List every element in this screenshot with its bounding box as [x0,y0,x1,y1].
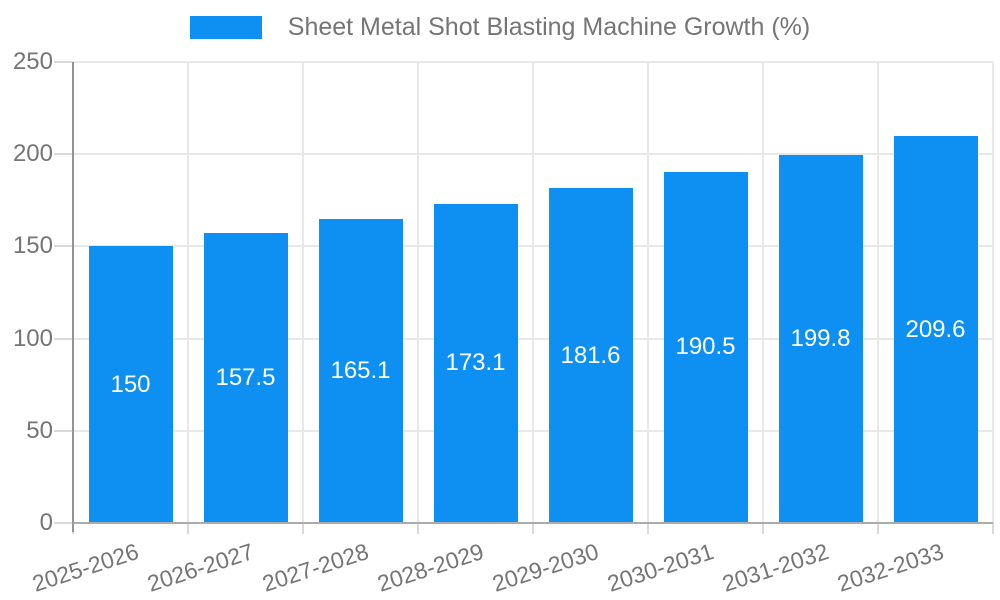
x-gridline [762,62,764,523]
bar-2030-2031 [663,171,748,523]
x-axis-tick [992,523,994,534]
bar-2027-2028 [318,218,403,523]
x-axis-tick [187,523,189,534]
x-axis-tick [302,523,304,534]
y-axis-line [72,62,74,532]
y-axis-label: 150 [12,232,53,260]
x-axis-tick [417,523,419,534]
chart-legend[interactable]: Sheet Metal Shot Blasting Machine Growth… [0,13,1000,42]
y-axis-tick [54,522,73,524]
y-axis-tick [54,153,73,156]
y-axis-tick [54,429,73,432]
x-gridline [647,62,649,523]
y-axis-tick [54,245,73,248]
x-axis-tick [532,523,534,534]
bar-2028-2029 [433,203,518,523]
x-axis-label: 2032-2033 [833,538,947,597]
bar-value-label: 157.5 [215,363,276,391]
bar-value-label: 181.6 [560,341,621,369]
y-axis-label: 50 [26,416,53,444]
x-gridline [992,62,994,523]
y-axis-label: 100 [12,324,53,352]
bar-2025-2026 [88,246,173,523]
x-axis-line [73,522,993,524]
x-gridline [532,62,534,523]
legend-series-label: Sheet Metal Shot Blasting Machine Growth… [287,13,811,41]
x-axis-tick [647,523,649,534]
x-gridline [417,62,419,523]
bar-value-label: 209.6 [905,315,966,343]
bar-value-label: 199.8 [790,324,851,352]
y-axis-label: 200 [12,140,53,168]
bar-value-label: 190.5 [675,333,736,361]
legend-swatch-icon [189,16,262,39]
y-axis-label: 0 [39,509,53,536]
x-axis-label: 2027-2028 [258,538,372,597]
y-axis-label: 250 [12,48,53,75]
x-axis-tick [762,523,764,534]
x-axis-tick [877,523,879,534]
bar-2031-2032 [778,154,863,523]
bar-value-label: 165.1 [330,356,391,384]
x-axis-label: 2030-2031 [603,538,717,597]
x-axis-label: 2025-2026 [28,538,142,597]
x-axis-label: 2028-2029 [373,538,487,597]
y-axis-tick [54,337,73,340]
x-axis-label: 2029-2030 [488,538,602,597]
x-gridline [187,62,189,523]
bar-value-label: 173.1 [445,349,506,377]
bar-value-label: 150 [110,370,151,398]
bar-2029-2030 [548,188,633,523]
x-gridline [877,62,879,523]
x-axis-label: 2031-2032 [718,538,832,597]
y-axis-tick [54,61,73,63]
bar-2026-2027 [203,232,288,523]
x-axis-label: 2026-2027 [143,538,257,597]
bar-2032-2033 [893,136,978,523]
x-gridline [302,62,304,523]
